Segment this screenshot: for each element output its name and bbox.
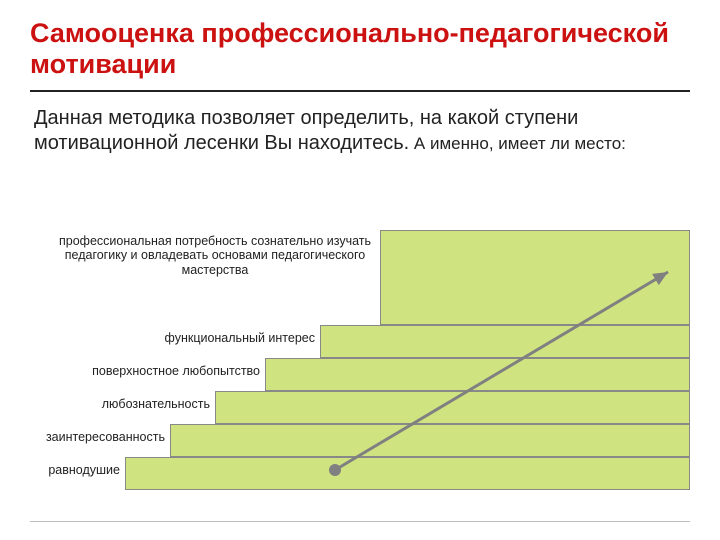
slide: Самооценка профессионально-педагогическо…	[0, 0, 720, 540]
bottom-divider	[30, 521, 690, 522]
stairs-container: равнодушие заинтересованность любознательн…	[30, 230, 690, 500]
stair-step	[125, 457, 690, 490]
description-tail: А именно, имеет ли место:	[409, 134, 626, 153]
stair-step-label: функциональный интерес	[165, 331, 315, 345]
stair-step-label: любознательность	[102, 397, 210, 411]
title-divider	[30, 90, 690, 92]
stair-step-label: равнодушие	[48, 463, 120, 477]
stair-step-label: профессиональная потребность сознательно…	[55, 234, 375, 277]
stair-step	[380, 230, 690, 325]
stair-step	[170, 424, 690, 457]
page-title: Самооценка профессионально-педагогическо…	[30, 18, 690, 80]
stair-step	[265, 358, 690, 391]
stair-step-label: поверхностное любопытство	[92, 364, 260, 378]
stair-step	[320, 325, 690, 358]
stair-step	[215, 391, 690, 424]
description: Данная методика позволяет определить, на…	[30, 106, 690, 156]
stairs-diagram: равнодушие заинтересованность любознательн…	[30, 230, 690, 500]
stair-step-label: заинтересованность	[46, 430, 165, 444]
